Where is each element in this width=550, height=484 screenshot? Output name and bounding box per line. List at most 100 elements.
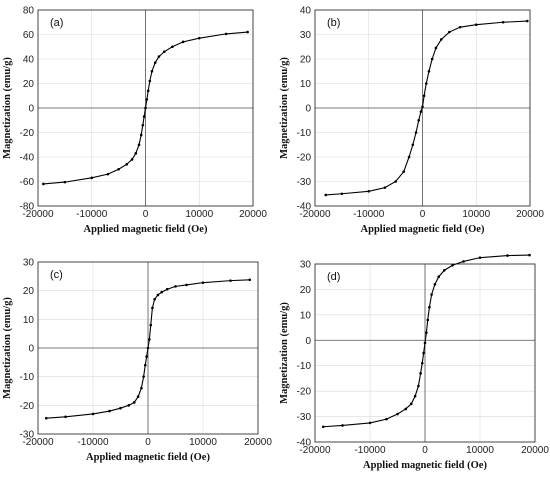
panel-label-c: (c) (50, 269, 63, 281)
x-tick-label: -10000 (77, 437, 109, 448)
x-tick-label: 10000 (189, 437, 217, 448)
data-point (201, 281, 205, 284)
y-tick-label: -30 (20, 430, 35, 441)
data-point (229, 279, 232, 282)
y-tick-label: -20 (20, 401, 35, 412)
data-point (145, 98, 149, 101)
x-tick-label: -10000 (353, 209, 385, 220)
data-point (127, 404, 131, 407)
plot-frame (37, 261, 259, 435)
y-tick-label: -10 (20, 372, 35, 383)
y-tick-label: -40 (20, 153, 35, 164)
data-point (478, 256, 482, 259)
y-tick-label: -20 (20, 128, 35, 139)
x-tick-label: 20000 (239, 209, 267, 220)
y-axis-label: Magnetization (emu/g) (279, 302, 290, 404)
data-point (411, 143, 415, 147)
data-point (413, 394, 417, 398)
data-point (340, 192, 344, 196)
chart-a-svg: -20000 -10000 0 10000 20000 -80 -60 -40 -20 0 20 40… (2, 6, 267, 236)
data-point (149, 323, 153, 327)
x-tick-label: 0 (145, 437, 151, 448)
x-tick-label: 10000 (185, 209, 213, 220)
x-tick-label: -20000 (299, 209, 331, 220)
data-point (148, 79, 152, 83)
data-point (526, 19, 529, 23)
y-axis-label: Magnetization (emu/g) (2, 57, 13, 159)
x-axis-label: Applied magnetic field (Oe) (86, 452, 210, 463)
x-tick-label: 20000 (244, 437, 272, 448)
data-point (42, 182, 45, 186)
y-tick-label: 10 (23, 315, 35, 326)
data-point (153, 297, 156, 301)
chart-c-svg: -20000 -10000 0 10000 20000 -30 -20 -10 0 10 20 30 A… (2, 258, 272, 464)
data-point (142, 375, 145, 378)
data-point (394, 180, 397, 183)
data-point (385, 417, 388, 421)
data-point (108, 409, 111, 413)
data-point (140, 386, 143, 390)
x-axis-label: Applied magnetic field (Oe) (84, 224, 208, 235)
y-axis-label: Magnetization (emu/g) (279, 57, 290, 159)
data-point (404, 407, 408, 411)
data-point (407, 155, 411, 159)
y-tick-label: 60 (23, 30, 35, 41)
x-axis-label: Applied magnetic field (Oe) (363, 460, 487, 471)
data-point (163, 50, 166, 53)
y-tick-label: -30 (297, 412, 312, 423)
x-tick-label: 0 (422, 445, 428, 456)
data-point (142, 115, 146, 118)
data-point (63, 180, 67, 184)
chart-panel-c: -20000 -10000 0 10000 20000 -30 -20 -10 0 10 20 30 A… (0, 242, 275, 484)
data-point (136, 395, 140, 399)
data-point (422, 94, 426, 98)
y-tick-label: 0 (305, 104, 311, 115)
y-tick-label: 30 (23, 258, 35, 269)
data-point (139, 133, 143, 137)
data-point (181, 40, 185, 44)
y-tick-label: 0 (305, 336, 311, 347)
data-point (90, 176, 94, 180)
data-point (64, 415, 67, 419)
data-point (430, 57, 434, 61)
y-tick-label: 10 (300, 79, 312, 90)
data-point (144, 106, 147, 110)
data-point (224, 32, 228, 36)
y-tick-label: 30 (300, 260, 312, 271)
data-point (157, 55, 161, 58)
series-line-0 (323, 254, 530, 428)
chart-panel-a: -20000 -10000 0 10000 20000 -80 -60 -40 -20 0 20 40… (0, 0, 275, 242)
y-tick-label: 40 (23, 55, 35, 66)
data-point (423, 341, 427, 345)
data-point (422, 351, 425, 355)
data-point (146, 346, 150, 350)
data-point (442, 269, 446, 272)
data-point (428, 305, 431, 309)
data-point (425, 331, 428, 334)
data-point (427, 69, 431, 73)
data-point (451, 263, 454, 267)
y-tick-label: -10 (297, 361, 312, 372)
y-tick-label: 30 (300, 30, 312, 41)
data-point (448, 30, 451, 34)
data-point (91, 412, 95, 416)
data-point (137, 143, 141, 147)
y-tick-label: 20 (23, 286, 35, 297)
data-point (246, 30, 249, 34)
panel-label-a: (a) (50, 17, 63, 29)
data-point (424, 82, 428, 85)
data-point (368, 421, 372, 425)
data-point (396, 412, 399, 416)
data-point (426, 318, 430, 322)
data-point (146, 89, 150, 93)
data-point (417, 384, 420, 388)
y-tick-label: -60 (20, 177, 35, 188)
x-tick-label: 0 (143, 209, 149, 220)
data-point (150, 69, 154, 73)
y-tick-label: -40 (297, 438, 312, 449)
data-point (130, 158, 134, 161)
data-point (171, 45, 174, 49)
data-point (117, 167, 120, 171)
data-point (417, 118, 421, 122)
x-axis-label: Applied magnetic field (Oe) (361, 224, 485, 235)
